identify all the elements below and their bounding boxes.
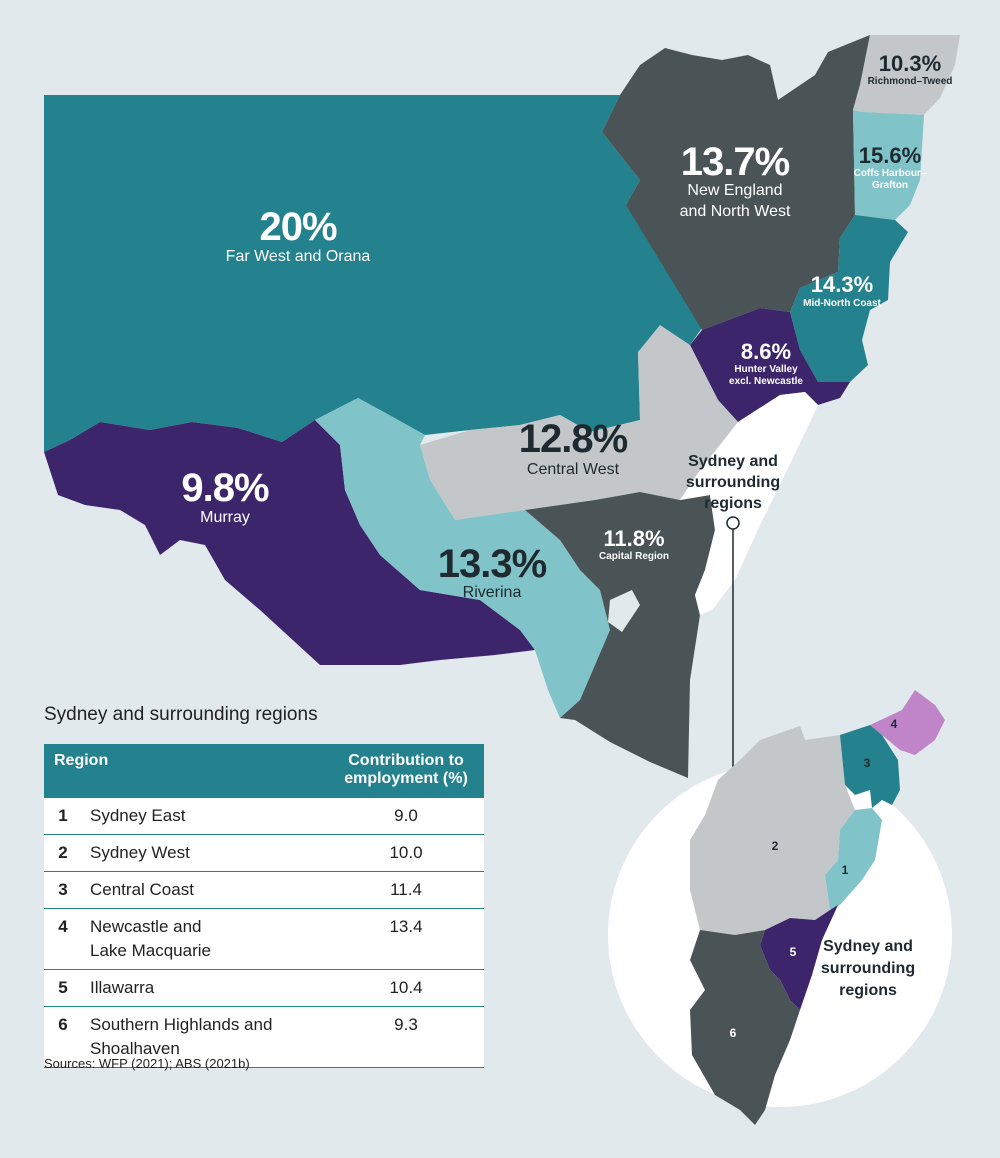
region-capital <box>525 492 715 778</box>
inset-region-5 <box>760 905 838 1010</box>
inset-region-1 <box>825 808 882 910</box>
new-england-pct: 13.7% <box>681 140 790 184</box>
murray-name: Murray <box>200 509 250 526</box>
employment-table: Region Contribution to employment (%) 1 … <box>44 744 484 1068</box>
table-row: 4 Newcastle and Lake Macquarie 13.4 <box>44 908 484 970</box>
capital-name: Capital Region <box>599 551 669 562</box>
inset-label-6: 6 <box>730 1026 737 1040</box>
hunter-name-l2: excl. Newcastle <box>729 376 803 387</box>
inset-label-4: 4 <box>891 717 898 731</box>
inset-region-2 <box>690 726 855 935</box>
inset-sydney-label-l1: Sydney and <box>823 938 913 955</box>
connector-dot-top <box>726 516 740 530</box>
row-region-l1: Newcastle and <box>90 917 202 936</box>
row-region-l1: Southern Highlands and <box>90 1015 273 1034</box>
row-region-l1: Sydney East <box>90 806 186 825</box>
row-region: Sydney East <box>82 798 328 835</box>
table-row: 1 Sydney East 9.0 <box>44 798 484 835</box>
row-num: 3 <box>44 871 82 909</box>
row-value: 9.3 <box>328 1006 484 1068</box>
far-west-name: Far West and Orana <box>226 248 371 265</box>
mid-north-name: Mid-North Coast <box>803 298 881 309</box>
central-west-pct: 12.8% <box>519 417 628 461</box>
row-region: Central Coast <box>82 871 328 909</box>
region-sydney-surrounding <box>680 392 818 615</box>
region-far-west-orana <box>44 95 718 452</box>
row-value: 11.4 <box>328 871 484 909</box>
inset-label-1: 1 <box>842 863 849 877</box>
riverina-pct: 13.3% <box>438 542 547 586</box>
map-sydney-label-l2: surrounding <box>686 474 780 491</box>
mid-north-pct: 14.3% <box>811 272 873 297</box>
hunter-pct: 8.6% <box>741 339 791 364</box>
region-murray <box>44 420 535 665</box>
region-central-west <box>420 325 738 520</box>
new-england-name-l1: New England <box>687 182 782 199</box>
region-new-england <box>602 35 870 330</box>
col-header-region: Region <box>44 744 328 798</box>
row-num: 5 <box>44 969 82 1007</box>
inset-sydney-label-l2: surrounding <box>821 960 915 977</box>
table-header-row: Region Contribution to employment (%) <box>44 744 484 798</box>
region-richmond-tweed <box>853 35 960 115</box>
col-header-contribution-l1: Contribution to <box>348 752 464 769</box>
coffs-pct: 15.6% <box>859 143 921 168</box>
row-num: 6 <box>44 1006 82 1068</box>
table-row: 2 Sydney West 10.0 <box>44 834 484 872</box>
hunter-name-l1: Hunter Valley <box>734 364 798 375</box>
region-hunter-valley <box>690 308 850 422</box>
capital-pct: 11.8% <box>603 526 664 551</box>
region-riverina <box>315 398 610 718</box>
row-region-l2: Shoalhaven <box>90 1039 180 1058</box>
table-row: 6 Southern Highlands and Shoalhaven 9.3 <box>44 1006 484 1068</box>
row-region-l1: Sydney West <box>90 843 190 862</box>
row-region: Southern Highlands and Shoalhaven <box>82 1006 328 1068</box>
sources-note: Sources: WFP (2021); ABS (2021b) <box>44 1056 250 1071</box>
row-value: 13.4 <box>328 908 484 970</box>
region-mid-north-coast <box>790 215 908 382</box>
row-num: 2 <box>44 834 82 872</box>
inset-region-4 <box>870 690 945 755</box>
richmond-name: Richmond–Tweed <box>868 76 953 87</box>
inset-region-3 <box>840 725 900 808</box>
map-sydney-label-l3: regions <box>704 495 762 512</box>
row-num: 1 <box>44 798 82 835</box>
row-value: 10.0 <box>328 834 484 872</box>
coffs-name-l1: Coffs Harbour– <box>854 168 927 179</box>
riverina-name: Riverina <box>463 584 522 601</box>
row-num: 4 <box>44 908 82 970</box>
row-region: Newcastle and Lake Macquarie <box>82 908 328 970</box>
inset-sydney-label-l3: regions <box>839 982 897 999</box>
new-england-name-l2: and North West <box>680 203 791 220</box>
row-region-l2: Lake Macquarie <box>90 941 211 960</box>
region-coffs-harbour <box>853 110 924 220</box>
col-header-contribution: Contribution to employment (%) <box>328 744 484 798</box>
row-region: Sydney West <box>82 834 328 872</box>
coffs-name-l2: Grafton <box>872 180 908 191</box>
row-value: 10.4 <box>328 969 484 1007</box>
row-region-l1: Illawarra <box>90 978 155 997</box>
inset-label-3: 3 <box>864 756 871 770</box>
row-region: Illawarra <box>82 969 328 1007</box>
inset-label-2: 2 <box>772 839 779 853</box>
table-row: 5 Illawarra 10.4 <box>44 969 484 1007</box>
richmond-pct: 10.3% <box>879 51 941 76</box>
table-title: Sydney and surrounding regions <box>44 704 318 725</box>
col-header-contribution-l2: employment (%) <box>344 770 468 787</box>
table-row: 3 Central Coast 11.4 <box>44 871 484 909</box>
region-capital-notch <box>608 590 640 632</box>
inset-label-5: 5 <box>790 945 797 959</box>
row-region-l1: Central Coast <box>90 880 194 899</box>
central-west-name: Central West <box>527 461 620 478</box>
far-west-pct: 20% <box>259 205 336 249</box>
murray-pct: 9.8% <box>181 466 269 510</box>
row-value: 9.0 <box>328 798 484 835</box>
inset-region-6 <box>690 930 800 1125</box>
map-sydney-label-l1: Sydney and <box>688 453 778 470</box>
